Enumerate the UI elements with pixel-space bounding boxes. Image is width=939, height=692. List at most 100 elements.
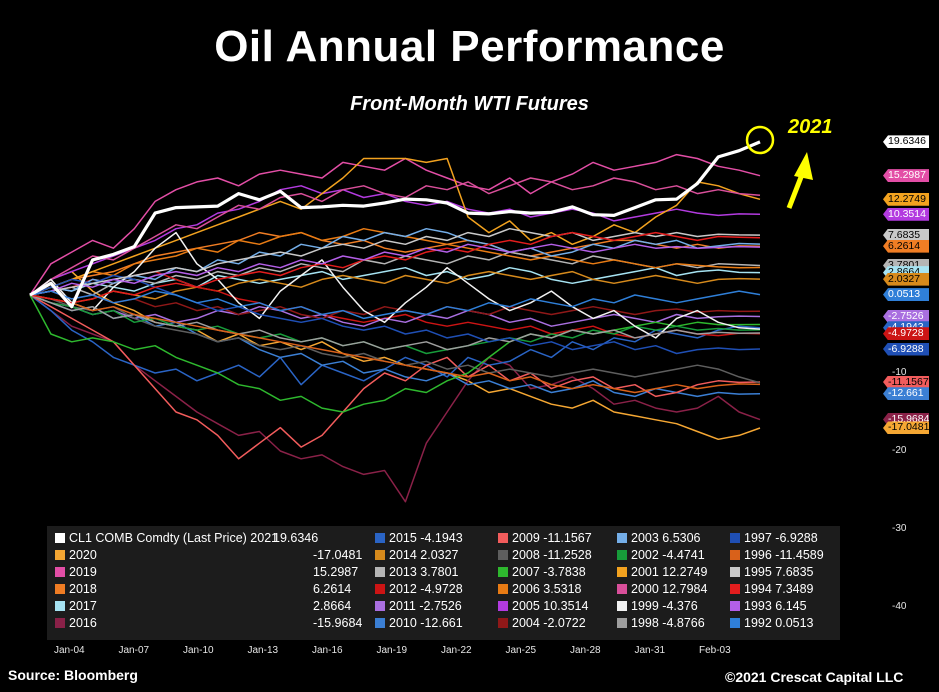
- legend-swatch: [617, 584, 627, 594]
- x-tick-label: Jan-31: [634, 645, 666, 656]
- legend-item: CL1 COMB Comdty (Last Price) 2021 19.6346: [55, 530, 318, 546]
- value-tag: -11.1567: [883, 375, 929, 389]
- value-tag: 12.2749: [883, 192, 929, 206]
- legend-name: 2001 12.2749: [631, 565, 708, 579]
- x-tick-label: Jan-22: [441, 645, 472, 656]
- legend-item: 1995 7.6835: [730, 564, 814, 580]
- legend-item: 1997 -6.9288: [730, 530, 818, 546]
- legend-name: 2014 2.0327: [389, 548, 459, 562]
- series-line-2017: [29, 266, 761, 296]
- legend-swatch: [617, 567, 627, 577]
- legend-swatch: [375, 533, 385, 543]
- legend-item: 2015 -4.1943: [375, 530, 463, 546]
- legend-name: 1998 -4.8766: [631, 616, 705, 630]
- legend-name: 2013 3.7801: [389, 565, 459, 579]
- value-tag: -4.9728: [883, 327, 929, 341]
- legend-swatch: [498, 550, 508, 560]
- series-line-1999: [29, 231, 761, 339]
- value-tag: 7.6835: [883, 228, 929, 242]
- series-line-2010: [29, 294, 761, 398]
- series-line-2009: [29, 294, 761, 460]
- y-tick-label: -40: [892, 601, 907, 612]
- series-line-1994: [29, 231, 761, 304]
- legend-swatch: [617, 533, 627, 543]
- series-line-2019: [29, 153, 761, 296]
- legend-item: 2013 3.7801: [375, 564, 459, 580]
- legend-swatch: [617, 618, 627, 628]
- legend-name: 1994 7.3489: [744, 582, 814, 596]
- legend-item: 1993 6.145: [730, 598, 807, 614]
- value-tag: 0.0513: [883, 288, 929, 302]
- legend-item: 1999 -4.376: [617, 598, 698, 614]
- legend-swatch: [375, 618, 385, 628]
- annotation-2021: 2021: [788, 116, 833, 138]
- legend-name: 2018: [69, 582, 97, 596]
- chart-title: Oil Annual Performance: [214, 22, 725, 71]
- legend-name: 2012 -4.9728: [389, 582, 463, 596]
- legend-name: 2008 -11.2528: [512, 548, 592, 562]
- x-tick-label: Jan-04: [54, 645, 85, 656]
- series-line-1992: [29, 290, 761, 320]
- legend-item: 2009 -11.1567: [498, 530, 592, 546]
- legend-name: 2005 10.3514: [512, 599, 589, 613]
- legend-item: 2018 6.2614: [55, 581, 351, 597]
- legend-swatch: [55, 618, 65, 628]
- legend-name: 2016: [69, 616, 97, 630]
- series-line-2007: [29, 294, 761, 413]
- legend-item: 1994 7.3489: [730, 581, 814, 597]
- legend-name: 1992 0.0513: [744, 616, 814, 630]
- x-tick-label: Jan-13: [247, 645, 279, 656]
- legend-swatch: [730, 584, 740, 594]
- legend-name: 1993 6.145: [744, 599, 807, 613]
- legend-swatch: [730, 550, 740, 560]
- value-tag: 10.3514: [883, 207, 929, 221]
- legend-name: 1996 -11.4589: [744, 548, 824, 562]
- legend-name: CL1 COMB Comdty (Last Price) 2021: [69, 531, 279, 545]
- legend-item: 1992 0.0513: [730, 615, 814, 631]
- legend-value: -17.0481: [313, 548, 363, 562]
- value-tag: 19.6346: [883, 135, 929, 149]
- legend-item: 2002 -4.4741: [617, 547, 705, 563]
- legend-swatch: [730, 533, 740, 543]
- legend-item: 2016 -15.9684: [55, 615, 362, 631]
- legend-name: 2010 -12.661: [389, 616, 463, 630]
- legend-name: 1999 -4.376: [631, 599, 698, 613]
- series-line-2014: [29, 270, 761, 304]
- legend-item: 2006 3.5318: [498, 581, 582, 597]
- legend-swatch: [55, 567, 65, 577]
- legend-swatch: [498, 618, 508, 628]
- legend-name: 1997 -6.9288: [744, 531, 818, 545]
- legend-swatch: [375, 601, 385, 611]
- value-tag: 6.2614: [883, 239, 929, 253]
- series-line-2003: [29, 227, 761, 296]
- legend-swatch: [55, 601, 65, 611]
- legend-item: 2014 2.0327: [375, 547, 459, 563]
- legend-value: 2.8664: [313, 599, 352, 613]
- series-line-2016: [29, 294, 761, 503]
- legend-name: 2007 -3.7838: [512, 565, 586, 579]
- legend-name: 2017: [69, 599, 97, 613]
- legend-item: 1996 -11.4589: [730, 547, 824, 563]
- legend-swatch: [730, 601, 740, 611]
- legend: CL1 COMB Comdty (Last Price) 2021 19.6346…: [47, 526, 840, 640]
- series-line-2011: [29, 294, 761, 327]
- series-line-2001: [29, 157, 761, 296]
- legend-item: 2012 -4.9728: [375, 581, 463, 597]
- legend-value: 6.2614: [313, 582, 352, 596]
- legend-item: 2001 12.2749: [617, 564, 707, 580]
- value-tag: 15.2987: [883, 169, 929, 183]
- legend-swatch: [55, 584, 65, 594]
- legend-name: 2004 -2.0722: [512, 616, 586, 630]
- value-tag: 2.0327: [883, 272, 929, 286]
- legend-swatch: [730, 567, 740, 577]
- legend-swatch: [498, 584, 508, 594]
- x-tick-label: Jan-07: [118, 645, 150, 656]
- legend-item: 2005 10.3514: [498, 598, 588, 614]
- legend-name: 2000 12.7984: [631, 582, 708, 596]
- legend-item: 2003 6.5306: [617, 530, 701, 546]
- legend-item: 2004 -2.0722: [498, 615, 586, 631]
- legend-swatch: [730, 618, 740, 628]
- value-tag: -12.661: [883, 387, 929, 401]
- series-lines: [29, 140, 761, 503]
